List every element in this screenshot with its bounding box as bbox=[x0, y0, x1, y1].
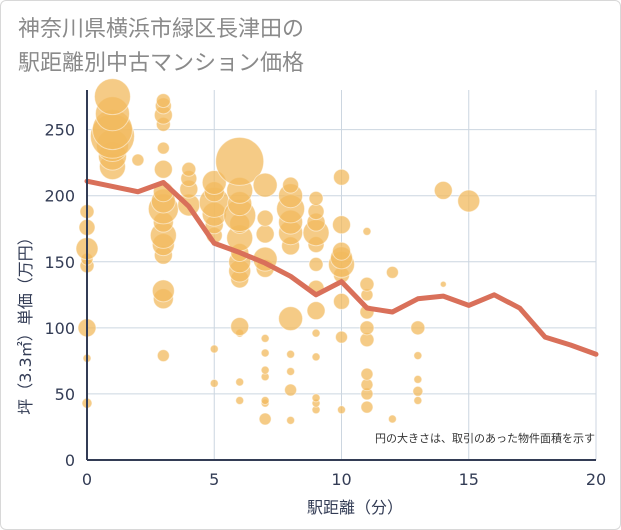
scatter-point bbox=[362, 226, 372, 236]
scatter-point bbox=[256, 209, 274, 227]
y-tick-label: 100 bbox=[44, 319, 75, 338]
scatter-point bbox=[278, 306, 304, 332]
scatter-point bbox=[260, 396, 270, 406]
scatter-point bbox=[311, 393, 321, 403]
y-tick-label: 0 bbox=[65, 451, 75, 470]
scatter-point bbox=[360, 367, 374, 381]
scatter-point bbox=[308, 256, 324, 272]
scatter-point bbox=[439, 280, 447, 288]
scatter-point bbox=[332, 215, 351, 235]
scatter-point bbox=[333, 168, 350, 186]
trend-line bbox=[84, 178, 599, 357]
scatter-point bbox=[311, 328, 321, 338]
chart-title-line-2: 駅距離別中古マンション価格 bbox=[18, 51, 305, 76]
scatter-point bbox=[307, 203, 325, 221]
x-tick-label: 5 bbox=[209, 470, 219, 489]
scatter-point bbox=[410, 320, 426, 336]
y-tick-label: 50 bbox=[55, 385, 75, 404]
x-tick-label: 0 bbox=[82, 470, 92, 489]
scatter-point bbox=[359, 320, 375, 336]
scatter-point bbox=[215, 136, 265, 186]
scatter-point bbox=[286, 415, 296, 425]
scatter-point bbox=[337, 405, 346, 415]
scatter-point bbox=[359, 276, 375, 292]
y-tick-label: 250 bbox=[44, 121, 75, 140]
scatter-point bbox=[230, 317, 250, 337]
scatter-point bbox=[155, 93, 171, 109]
scatter-point bbox=[284, 383, 298, 397]
scatter-point bbox=[209, 344, 219, 354]
scatter-point bbox=[286, 349, 296, 359]
y-tick-label: 150 bbox=[44, 253, 75, 272]
scatter-point bbox=[156, 141, 170, 155]
scatter-point bbox=[335, 330, 348, 344]
scatter-point bbox=[413, 396, 423, 406]
scatter-point bbox=[181, 161, 197, 177]
scatter-point bbox=[387, 414, 397, 424]
scatter-point bbox=[385, 265, 399, 279]
scatter-point bbox=[308, 190, 324, 206]
scatter-point bbox=[333, 292, 350, 310]
chart-title-line-1: 神奈川県横浜市緑区長津田の bbox=[18, 17, 305, 42]
chart-title: 神奈川県横浜市緑区長津田の 駅距離別中古マンション価格 bbox=[18, 13, 304, 81]
scatter-point bbox=[360, 400, 374, 414]
scatter-point bbox=[209, 378, 219, 388]
x-tick-label: 10 bbox=[331, 470, 351, 489]
scatter-point bbox=[151, 279, 175, 303]
scatter-point bbox=[252, 172, 278, 198]
scatter-point bbox=[260, 365, 270, 375]
size-note: 円の大きさは、取引のあった物件面積を示す bbox=[375, 431, 595, 445]
scatter-point bbox=[255, 224, 275, 244]
scatter-point bbox=[457, 189, 481, 213]
scatter-point bbox=[311, 352, 321, 362]
scatter-point bbox=[332, 241, 351, 261]
y-tick-label: 200 bbox=[44, 187, 75, 206]
x-tick-label: 20 bbox=[586, 470, 606, 489]
scatter-point bbox=[131, 153, 145, 167]
x-tick-label: 15 bbox=[459, 470, 479, 489]
scatter-point bbox=[413, 374, 423, 384]
scatter-point bbox=[306, 301, 326, 321]
trend-line-layer bbox=[84, 178, 599, 357]
x-axis-label: 駅距離（分） bbox=[307, 498, 403, 517]
bubbles bbox=[75, 78, 481, 426]
axes bbox=[86, 90, 596, 461]
scatter-point bbox=[201, 170, 227, 195]
scatter-point bbox=[286, 366, 296, 376]
scatter-point bbox=[413, 351, 423, 361]
scatter-point bbox=[235, 377, 245, 387]
scatter-point bbox=[260, 333, 270, 343]
scatter-point bbox=[412, 385, 424, 397]
scatter-point bbox=[258, 412, 272, 426]
scatter-point bbox=[260, 348, 270, 358]
y-axis-label: 坪（3.3㎡）単価（万円） bbox=[16, 229, 35, 414]
scatter-point bbox=[235, 396, 245, 406]
scatter-point bbox=[282, 176, 300, 194]
scatter-point bbox=[93, 78, 131, 116]
scatter-point bbox=[156, 349, 170, 363]
scatter-point bbox=[433, 180, 453, 200]
scatter-point bbox=[153, 159, 173, 179]
